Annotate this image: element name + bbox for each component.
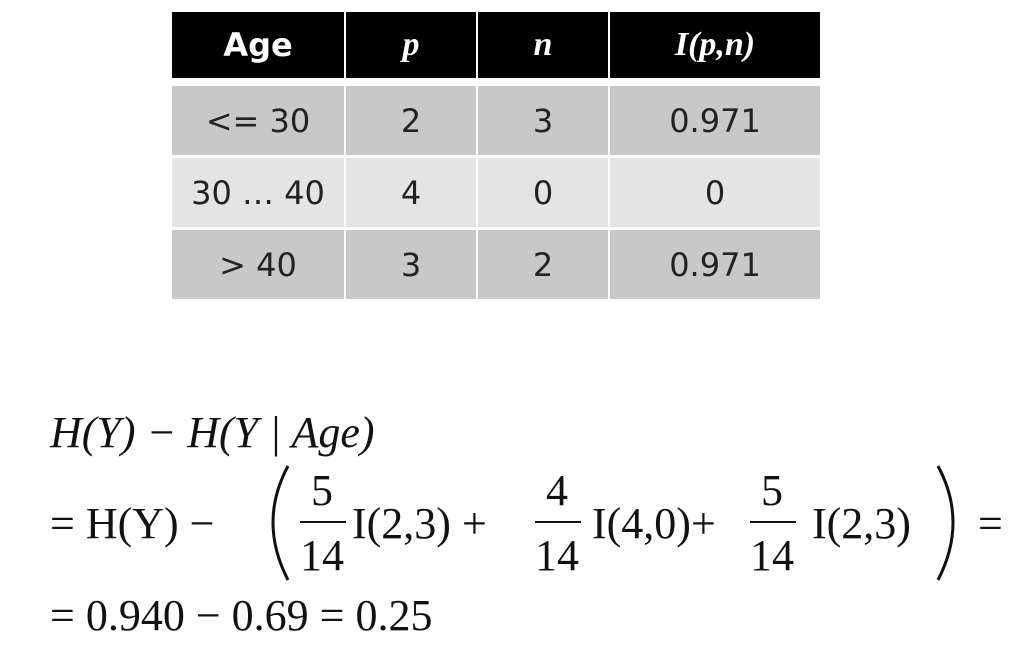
age-table: Age p n I(p,n) <= 30 2 3 0.971 30 … 40 4 0 0 >… (170, 12, 822, 302)
cell: 0 (610, 158, 820, 230)
formula-start: = H(Y) − (50, 499, 214, 548)
cell: <= 30 (172, 86, 344, 158)
cell: 2 (346, 86, 476, 158)
numerator: 5 (311, 466, 333, 515)
denominator: 14 (300, 531, 344, 580)
left-paren (271, 465, 290, 581)
cell: 3 (478, 86, 608, 158)
denominator: 14 (750, 531, 794, 580)
factor: I(2,3) + (352, 499, 487, 548)
cell: 30 … 40 (172, 158, 344, 230)
row: <= 30 2 3 0.971 (172, 86, 820, 158)
cell: 0.971 (610, 230, 820, 302)
cell: 0 (478, 158, 608, 230)
numerator: 4 (546, 466, 568, 515)
cell: 3 (346, 230, 476, 302)
header-cell: p (346, 12, 476, 86)
formula-end: = (978, 499, 1003, 548)
denominator: 14 (535, 531, 579, 580)
row: > 40 3 2 0.971 (172, 230, 820, 302)
header-row: Age p n I(p,n) (172, 12, 820, 86)
numerator: 5 (761, 466, 783, 515)
formula-line: = 0.940 − 0.69 = 0.25 (50, 591, 432, 640)
factor: I(2,3) (812, 499, 911, 548)
right-paren (936, 465, 955, 581)
factor: I(4,0)+ (592, 499, 716, 548)
cell: 4 (346, 158, 476, 230)
formula-line: H(Y) − H(Y | Age) (49, 408, 375, 457)
cell: 0.971 (610, 86, 820, 158)
header-cell: Age (172, 12, 344, 86)
cell: 2 (478, 230, 608, 302)
cell: > 40 (172, 230, 344, 302)
row: 30 … 40 4 0 0 (172, 158, 820, 230)
header-cell: n (478, 12, 608, 86)
header-cell: I(p,n) (610, 12, 820, 86)
